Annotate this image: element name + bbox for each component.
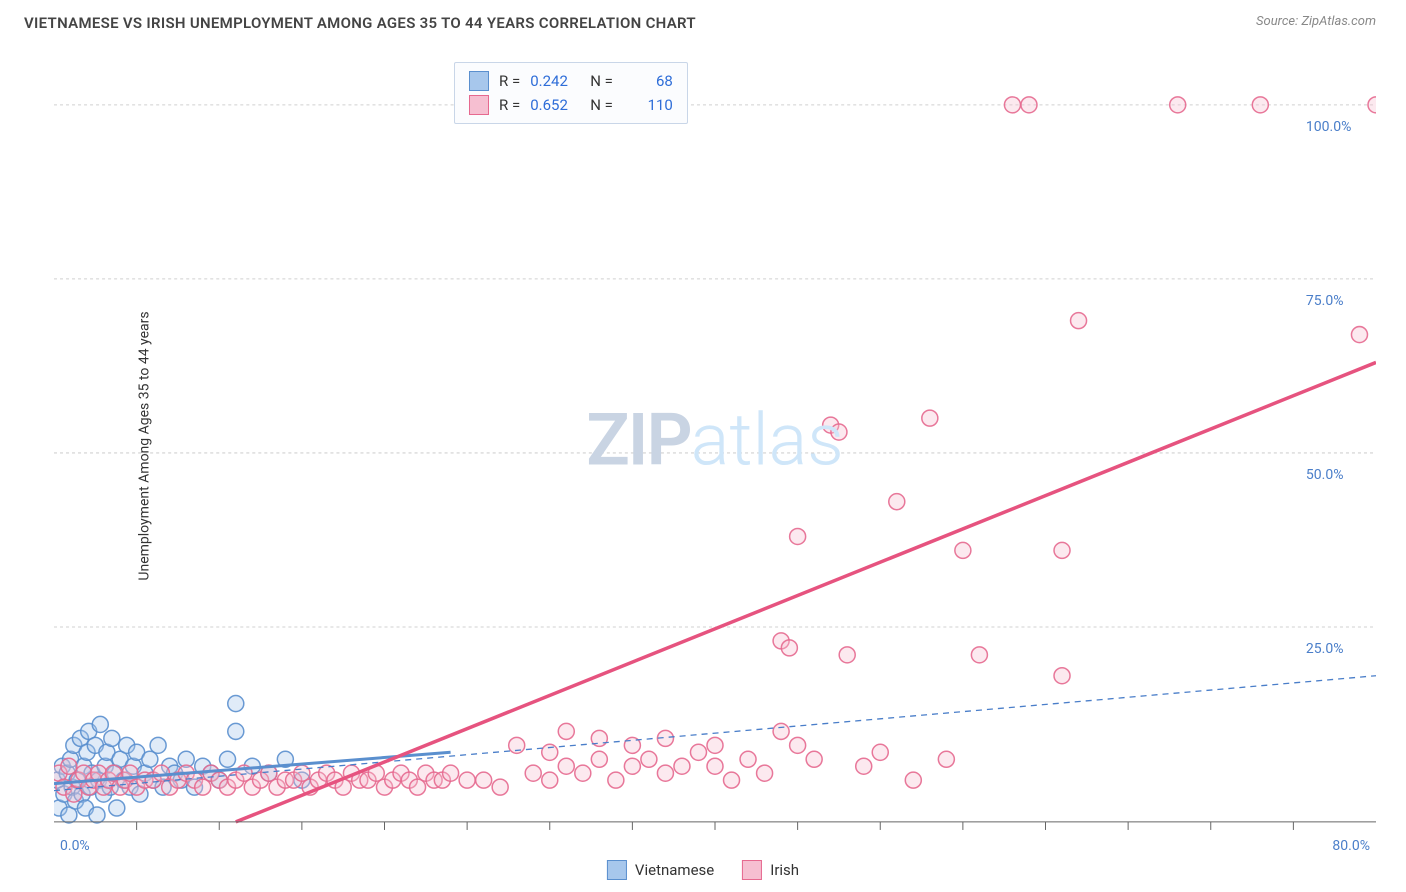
legend-label-irish: Irish bbox=[770, 861, 799, 879]
legend-item-vietnamese: Vietnamese bbox=[607, 860, 714, 880]
stats-row-irish: R = 0.652 N = 110 bbox=[469, 93, 673, 117]
r-value-irish: 0.652 bbox=[530, 93, 580, 117]
legend-swatch-vietnamese bbox=[607, 860, 627, 880]
svg-text:25.0%: 25.0% bbox=[1306, 641, 1344, 657]
swatch-irish bbox=[469, 95, 489, 115]
stats-row-vietnamese: R = 0.242 N = 68 bbox=[469, 69, 673, 93]
svg-text:50.0%: 50.0% bbox=[1306, 467, 1344, 483]
chart-area: 0.0%80.0% 25.0%50.0%75.0%100.0% ZIPatlas… bbox=[54, 60, 1376, 852]
svg-text:75.0%: 75.0% bbox=[1306, 293, 1344, 309]
stats-legend: R = 0.242 N = 68 R = 0.652 N = 110 bbox=[454, 62, 688, 124]
bottom-legend: Vietnamese Irish bbox=[607, 860, 799, 880]
n-value-vietnamese: 68 bbox=[623, 69, 673, 93]
swatch-vietnamese bbox=[469, 71, 489, 91]
source-name: ZipAtlas.com bbox=[1301, 14, 1376, 29]
svg-text:100.0%: 100.0% bbox=[1306, 119, 1351, 135]
r-value-vietnamese: 0.242 bbox=[530, 69, 580, 93]
legend-swatch-irish bbox=[742, 860, 762, 880]
n-value-irish: 110 bbox=[623, 93, 673, 117]
legend-label-vietnamese: Vietnamese bbox=[635, 861, 714, 879]
chart-header: VIETNAMESE VS IRISH UNEMPLOYMENT AMONG A… bbox=[0, 0, 1406, 40]
legend-item-irish: Irish bbox=[742, 860, 799, 880]
chart-title: VIETNAMESE VS IRISH UNEMPLOYMENT AMONG A… bbox=[24, 14, 696, 32]
scatter-plot: 0.0% 80.0% 25.0% 50.0% 75.0% 100.0% bbox=[54, 60, 1376, 852]
svg-text:0.0%: 0.0% bbox=[60, 838, 90, 852]
source-attribution: Source: ZipAtlas.com bbox=[1256, 14, 1376, 32]
source-prefix: Source: bbox=[1256, 14, 1301, 29]
svg-text:80.0%: 80.0% bbox=[1332, 838, 1370, 852]
